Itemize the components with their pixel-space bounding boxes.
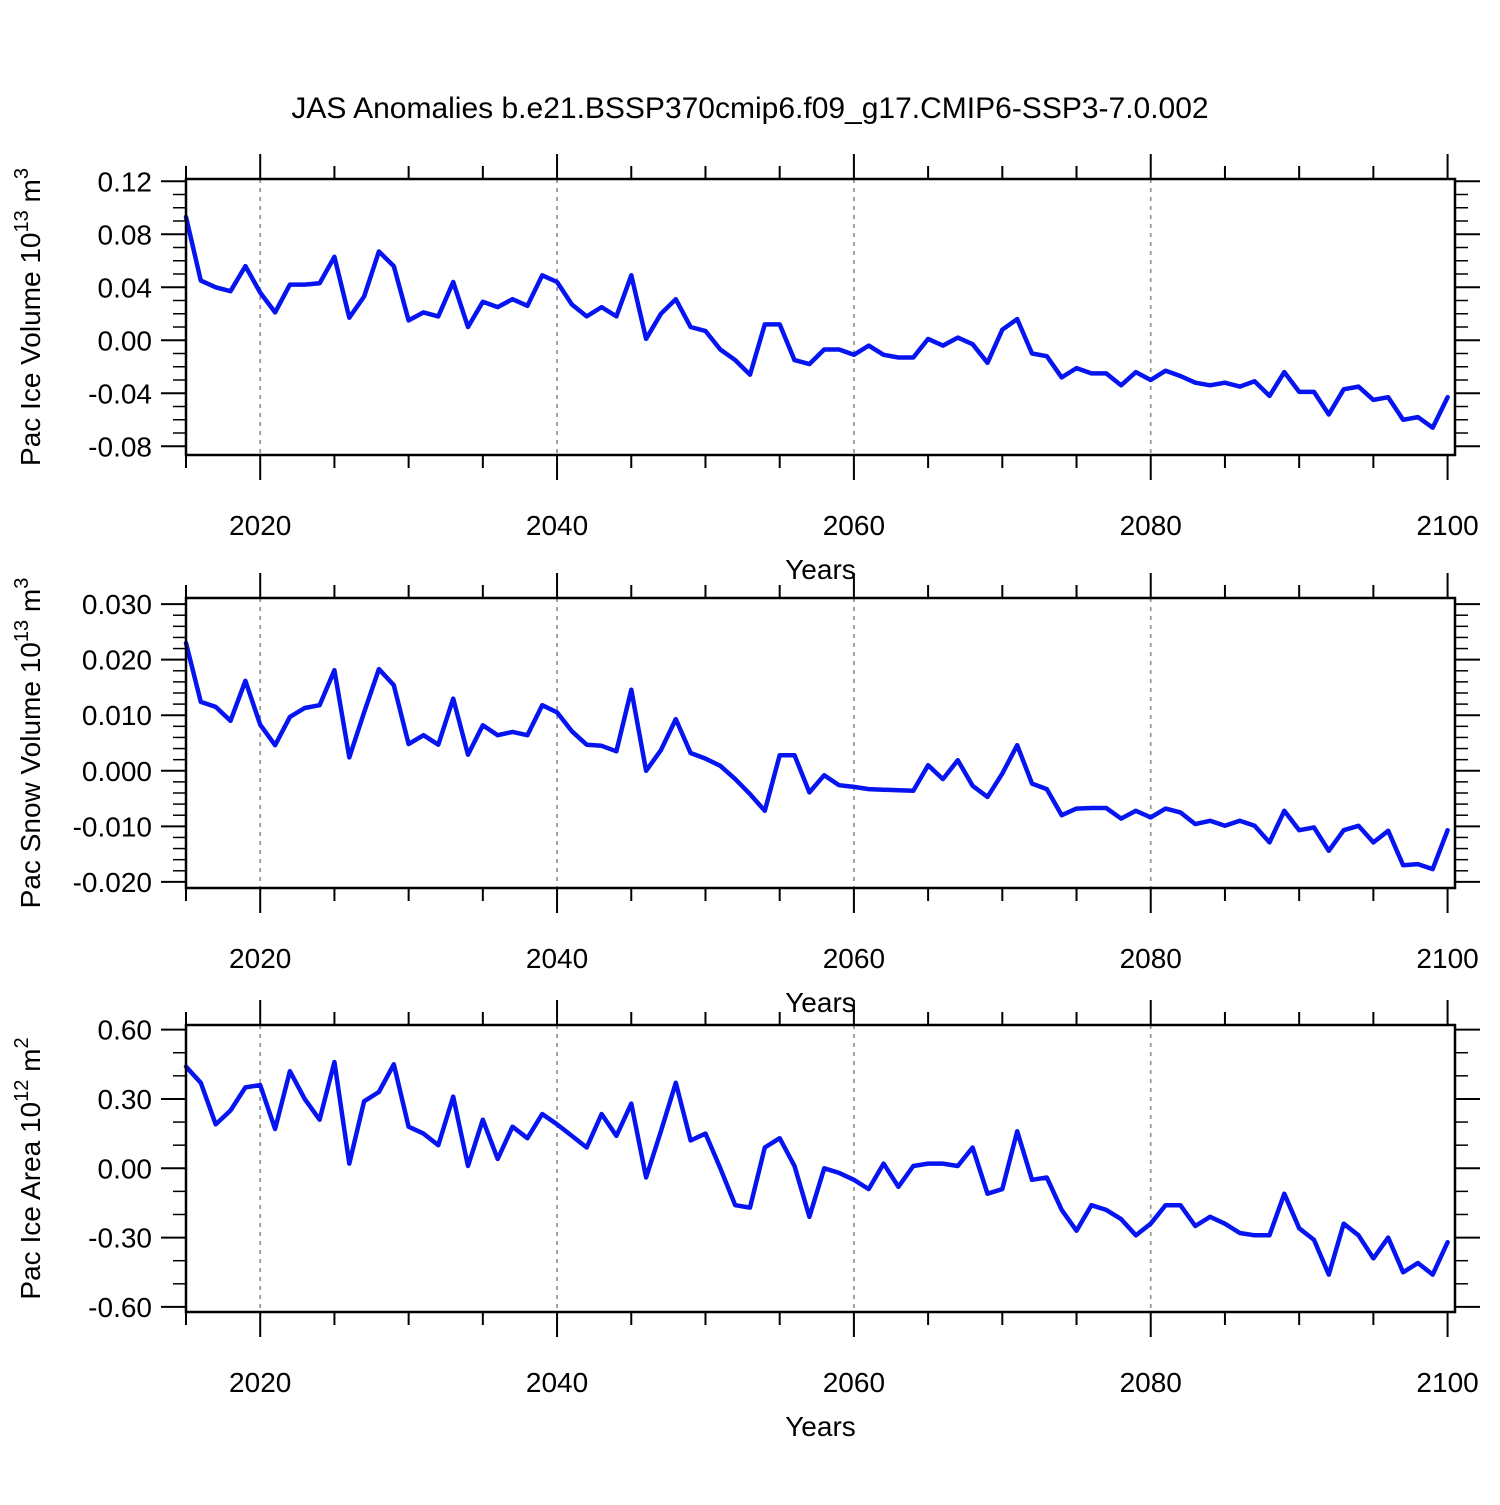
x-axis-label: Years bbox=[785, 554, 856, 585]
y-tick-label: 0.30 bbox=[98, 1084, 153, 1115]
plot-border bbox=[184, 596, 1457, 890]
chart-pac-snow-volume: 2020 2040 2060 2080 2100 Years 0.030 0.020 0.010… bbox=[11, 573, 1480, 1018]
y-tick-label: -0.08 bbox=[88, 431, 152, 462]
series-line bbox=[183, 640, 1450, 872]
x-tick-label: 2040 bbox=[526, 1367, 588, 1398]
x-tick-label: 2100 bbox=[1416, 510, 1478, 541]
charts-container: 2020 2040 2060 2080 2100 Years 0.12 0.08 0.04 0.0… bbox=[11, 154, 1480, 1442]
series-line bbox=[183, 1059, 1450, 1277]
x-axis-label: Years bbox=[785, 1411, 856, 1442]
y-tick-label: -0.020 bbox=[73, 867, 152, 898]
x-tick-label: 2080 bbox=[1120, 510, 1182, 541]
y-axis-label: Pac Ice Volume 1013​ m3​ bbox=[11, 168, 46, 466]
y-tick-label: 0.000 bbox=[82, 756, 152, 787]
x-tick-label: 2060 bbox=[823, 1367, 885, 1398]
x-tick-label: 2060 bbox=[823, 943, 885, 974]
plot-border bbox=[184, 177, 1457, 457]
x-tick-label: 2040 bbox=[526, 943, 588, 974]
series-line bbox=[183, 214, 1450, 430]
chart-pac-ice-volume: 2020 2040 2060 2080 2100 Years 0.12 0.08 0.04 0.0… bbox=[11, 154, 1480, 585]
y-axis-label: Pac Ice Area 1012​ m2​ bbox=[11, 1037, 46, 1299]
x-tick-label: 2100 bbox=[1416, 943, 1478, 974]
chart-pac-ice-area: 2020 2040 2060 2080 2100 Years 0.60 0.30 0.00 -0.… bbox=[11, 1000, 1480, 1442]
x-tick-label: 2020 bbox=[229, 1367, 291, 1398]
y-tick-label: 0.010 bbox=[82, 700, 152, 731]
x-tick-label: 2020 bbox=[229, 943, 291, 974]
y-tick-label: 0.00 bbox=[98, 325, 153, 356]
x-axis-label: Years bbox=[785, 987, 856, 1018]
y-tick-label: 0.08 bbox=[98, 219, 153, 250]
x-tick-label: 2060 bbox=[823, 510, 885, 541]
y-tick-label: 0.04 bbox=[98, 272, 153, 303]
y-axis-label: Pac Snow Volume 1013​ m3​ bbox=[11, 578, 46, 909]
y-tick-label: -0.30 bbox=[88, 1223, 152, 1254]
y-tick-label: 0.60 bbox=[98, 1015, 153, 1046]
figure-title: JAS Anomalies b.e21.BSSP370cmip6.f09_g17… bbox=[291, 92, 1208, 125]
x-tick-label: 2020 bbox=[229, 510, 291, 541]
x-tick-label: 2080 bbox=[1120, 1367, 1182, 1398]
x-tick-label: 2100 bbox=[1416, 1367, 1478, 1398]
y-tick-label: 0.12 bbox=[98, 166, 153, 197]
y-tick-label: 0.00 bbox=[98, 1153, 153, 1184]
y-tick-label: -0.60 bbox=[88, 1292, 152, 1323]
y-tick-label: -0.010 bbox=[73, 811, 152, 842]
x-tick-label: 2080 bbox=[1120, 943, 1182, 974]
y-tick-label: 0.020 bbox=[82, 645, 152, 676]
y-tick-label: -0.04 bbox=[88, 378, 152, 409]
x-tick-label: 2040 bbox=[526, 510, 588, 541]
y-tick-label: 0.030 bbox=[82, 589, 152, 620]
plot-border bbox=[184, 1023, 1457, 1314]
